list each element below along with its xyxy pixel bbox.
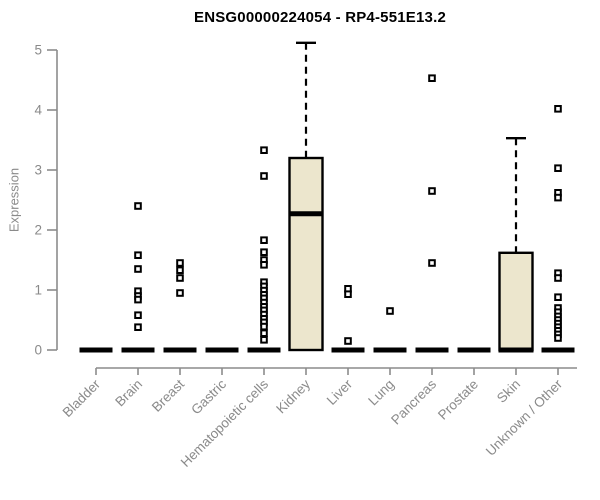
box xyxy=(288,156,324,352)
outlier-point xyxy=(386,307,394,315)
outlier-point xyxy=(260,248,268,256)
y-tick-label: 5 xyxy=(34,43,42,58)
outlier-point xyxy=(134,311,142,319)
outlier-point xyxy=(344,290,352,298)
x-tick-label: Lung xyxy=(365,377,397,409)
zero-bar xyxy=(121,347,155,353)
outlier-point xyxy=(134,265,142,273)
outlier-point xyxy=(554,293,562,301)
zero-bar xyxy=(79,347,113,353)
x-tick-label: Skin xyxy=(494,377,523,406)
zero-bar xyxy=(205,347,239,353)
zero-bar xyxy=(373,347,407,353)
outlier-point xyxy=(134,323,142,331)
box xyxy=(498,251,534,352)
outlier-point xyxy=(554,334,562,342)
outlier-point xyxy=(134,202,142,210)
outlier-point xyxy=(134,251,142,259)
outlier-point xyxy=(260,322,268,331)
outlier-point xyxy=(554,105,562,113)
outlier-point xyxy=(260,336,268,344)
zero-bar xyxy=(331,347,365,353)
zero-bar xyxy=(247,347,281,353)
outlier-point xyxy=(176,289,184,297)
outlier-point xyxy=(554,274,562,282)
zero-bar xyxy=(541,347,575,353)
outlier-point xyxy=(260,146,268,154)
x-tick-label: Breast xyxy=(149,376,187,414)
zero-bar xyxy=(457,347,491,353)
y-tick-label: 4 xyxy=(34,103,42,118)
outlier-point xyxy=(260,236,268,244)
outlier-point xyxy=(176,266,184,274)
outlier-point xyxy=(344,337,352,345)
outlier-point xyxy=(176,274,184,282)
x-tick-label: Unknown / Other xyxy=(483,376,566,459)
zero-bar xyxy=(415,347,449,353)
outlier-point xyxy=(428,74,436,83)
outlier-point xyxy=(554,193,562,202)
outlier-point xyxy=(134,295,142,304)
x-tick-label: Gastric xyxy=(188,376,229,417)
outlier-point xyxy=(428,187,436,195)
x-tick-label: Bladder xyxy=(60,376,104,420)
chart-title: ENSG00000224054 - RP4-551E13.2 xyxy=(193,9,446,26)
x-tick-label: Prostate xyxy=(435,377,481,423)
zero-bar xyxy=(163,347,197,353)
outlier-point xyxy=(428,259,436,267)
outlier-point xyxy=(260,172,268,180)
x-tick-label: Kidney xyxy=(273,376,313,416)
outlier-point xyxy=(260,329,268,337)
x-tick-label: Brain xyxy=(112,377,145,410)
outlier-point xyxy=(554,164,562,172)
y-tick-label: 1 xyxy=(34,283,42,298)
y-tick-label: 0 xyxy=(34,343,42,358)
y-tick-label: 3 xyxy=(34,163,42,178)
x-tick-label: Pancreas xyxy=(388,376,439,427)
outlier-point xyxy=(260,261,268,269)
y-tick-label: 2 xyxy=(34,223,42,238)
x-tick-label: Liver xyxy=(324,376,356,408)
outlier-point xyxy=(176,259,184,267)
